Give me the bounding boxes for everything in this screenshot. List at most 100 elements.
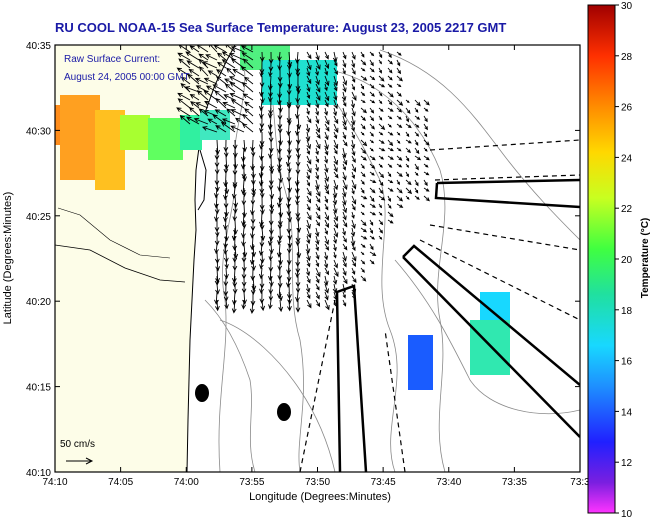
current-arrow bbox=[244, 101, 254, 109]
current-arrow bbox=[342, 251, 347, 262]
x-tick-label: 74:10 bbox=[42, 477, 67, 488]
current-arrow bbox=[360, 171, 366, 178]
current-arrow bbox=[224, 155, 229, 170]
current-arrow bbox=[306, 155, 312, 165]
current-arrow bbox=[341, 195, 347, 206]
current-arrow bbox=[324, 99, 329, 108]
current-arrow bbox=[223, 171, 229, 188]
current-arrow bbox=[387, 75, 393, 81]
current-arrow bbox=[378, 75, 385, 82]
current-arrow bbox=[259, 155, 265, 172]
current-arrow bbox=[305, 283, 311, 293]
current-arrow bbox=[258, 99, 264, 112]
current-arrow bbox=[324, 211, 330, 221]
current-arrow bbox=[378, 67, 382, 74]
current-arrow bbox=[287, 211, 293, 223]
current-arrow bbox=[224, 203, 229, 218]
current-arrow bbox=[333, 83, 338, 92]
current-arrow bbox=[286, 275, 291, 288]
current-arrow bbox=[360, 59, 367, 66]
current-arrow bbox=[342, 203, 348, 214]
current-arrow bbox=[231, 299, 237, 314]
y-tick-label: 40:25 bbox=[26, 212, 51, 223]
current-arrow bbox=[276, 195, 282, 208]
current-arrow bbox=[231, 227, 237, 242]
current-arrow bbox=[267, 75, 273, 91]
current-arrow bbox=[242, 219, 247, 230]
current-arrow bbox=[315, 259, 320, 268]
current-arrow bbox=[351, 275, 357, 284]
current-arrow bbox=[369, 67, 375, 73]
current-arrow bbox=[333, 163, 338, 173]
current-arrow bbox=[232, 203, 238, 214]
current-arrow bbox=[306, 267, 311, 277]
current-arrow bbox=[294, 107, 300, 120]
current-arrow bbox=[351, 267, 356, 276]
current-arrow bbox=[240, 155, 246, 170]
current-arrow bbox=[278, 251, 283, 266]
current-arrow bbox=[315, 139, 321, 150]
current-arrow bbox=[405, 99, 410, 104]
current-arrow bbox=[369, 243, 374, 251]
current-arrow bbox=[396, 67, 402, 75]
current-arrow bbox=[306, 139, 312, 150]
current-arrow bbox=[306, 275, 311, 284]
current-arrow bbox=[306, 187, 312, 197]
current-arrow bbox=[259, 67, 264, 78]
current-arrow bbox=[287, 131, 292, 146]
colorbar-tick-label: 26 bbox=[621, 103, 633, 114]
current-arrow bbox=[259, 251, 265, 264]
current-arrow bbox=[230, 99, 245, 109]
current-arrow bbox=[369, 139, 375, 144]
current-arrow bbox=[342, 235, 347, 243]
current-arrow bbox=[332, 275, 338, 285]
current-arrow bbox=[342, 163, 346, 171]
current-arrow bbox=[332, 51, 338, 63]
current-arrow bbox=[295, 267, 300, 279]
current-arrow bbox=[278, 131, 283, 146]
current-arrow bbox=[396, 147, 402, 152]
current-arrow bbox=[342, 291, 346, 299]
current-arrow bbox=[405, 155, 410, 162]
current-arrow bbox=[225, 45, 236, 53]
current-arrow bbox=[229, 92, 245, 101]
current-arrow bbox=[259, 283, 264, 294]
current-arrow bbox=[315, 235, 320, 246]
colorbar bbox=[587, 4, 616, 514]
current-arrow bbox=[242, 139, 248, 153]
current-arrow bbox=[287, 235, 293, 249]
current-arrow bbox=[224, 227, 229, 242]
current-arrow bbox=[342, 67, 346, 75]
current-arrow bbox=[241, 163, 247, 180]
current-arrow bbox=[287, 179, 293, 193]
current-arrow bbox=[215, 76, 227, 85]
current-arrow bbox=[350, 115, 356, 126]
current-arrow bbox=[414, 171, 419, 176]
current-arrow bbox=[259, 123, 264, 134]
current-arrow bbox=[350, 235, 356, 247]
current-arrow bbox=[207, 118, 218, 125]
current-arrow bbox=[360, 211, 365, 216]
current-arrow bbox=[188, 107, 200, 117]
current-arrow bbox=[333, 131, 338, 140]
current-arrow bbox=[350, 99, 356, 109]
current-arrow bbox=[360, 75, 368, 81]
current-arrow bbox=[306, 211, 312, 221]
current-arrow bbox=[242, 171, 247, 182]
current-arrow bbox=[215, 139, 220, 156]
marker-dot bbox=[277, 403, 291, 421]
current-arrow bbox=[342, 227, 346, 236]
current-arrow bbox=[405, 147, 411, 154]
current-arrow bbox=[198, 53, 209, 61]
current-arrow bbox=[387, 51, 392, 59]
current-arrow bbox=[351, 91, 357, 101]
current-arrow bbox=[324, 203, 329, 211]
current-arrow bbox=[387, 219, 394, 224]
current-arrow bbox=[315, 67, 319, 76]
current-arrow bbox=[258, 163, 264, 179]
current-arrow bbox=[215, 259, 221, 272]
current-arrow bbox=[232, 235, 238, 251]
current-arrow bbox=[217, 61, 227, 69]
x-axis: 74:10 74:05 74:00 73:55 73:50 73:45 73:40 73:35… bbox=[42, 45, 590, 488]
current-arrow bbox=[423, 171, 430, 176]
